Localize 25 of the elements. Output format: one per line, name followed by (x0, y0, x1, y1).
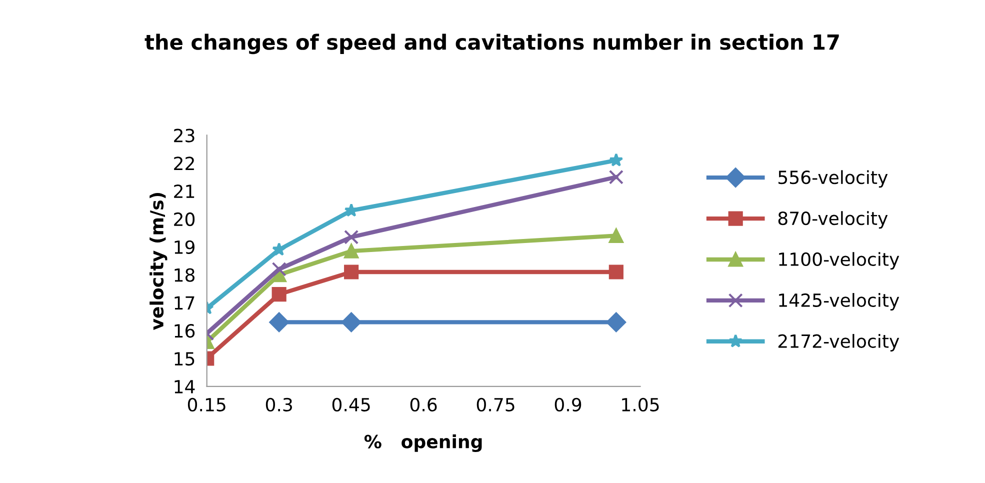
x-tick-label: 1.05 (622, 398, 659, 412)
y-tick-label: 23 (174, 128, 194, 142)
y-tick-label: 21 (174, 184, 194, 198)
y-tick-label: 22 (174, 156, 194, 170)
y-tick-label: 18 (174, 268, 195, 282)
x-axis-title: % opening (364, 434, 482, 452)
legend-label: 1100-velocity (779, 252, 900, 270)
y-tick-label: 14 (174, 380, 195, 394)
legend-label: 2172-velocity (778, 334, 900, 352)
legend-label: 1425-velocity (779, 293, 900, 311)
y-tick-label: 20 (174, 212, 195, 226)
y-tick-label: 19 (174, 240, 194, 254)
legend-label: 870-velocity (778, 211, 888, 229)
y-tick-label: 15 (174, 352, 194, 366)
x-tick-label: 0.75 (476, 398, 514, 412)
x-tick-label: 0.45 (332, 398, 370, 412)
x-tick-label: 0.6 (410, 398, 437, 412)
y-axis-title: velocity (m/s) (150, 192, 168, 330)
x-tick-label: 0.15 (188, 398, 226, 412)
y-tick-label: 16 (174, 324, 195, 338)
legend-label: 556-velocity (778, 170, 888, 188)
x-tick-label: 0.9 (554, 398, 582, 412)
y-tick-label: 17 (174, 296, 194, 310)
chart-title: the changes of speed and cavitations number in section 17 (144, 34, 839, 54)
x-tick-label: 0.3 (266, 398, 292, 412)
